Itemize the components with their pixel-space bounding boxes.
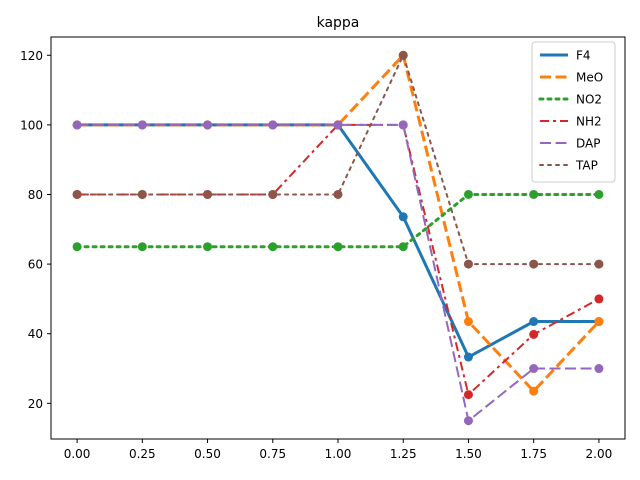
axis-ticks: 0.00 0.25 0.50 0.75 1.00 1.25 1.50 1.75 2.00 20 40… (20, 49, 612, 461)
series-line-no2 (75, 192, 601, 249)
data-point-tap-8 (594, 259, 604, 269)
data-point-dap-6 (463, 416, 473, 426)
x-tick-label: 2.00 (586, 447, 613, 461)
data-point-dap-2 (203, 120, 213, 130)
x-tick-label: 0.75 (259, 447, 286, 461)
data-point-dap-8 (594, 364, 604, 374)
y-tick-label: 100 (20, 118, 43, 132)
data-point-nh2-6 (463, 390, 473, 400)
data-point-tap-2 (203, 189, 213, 199)
y-tick-label: 80 (28, 188, 43, 202)
legend-label-nh2: NH2 (576, 115, 602, 129)
data-point-meo-8 (594, 317, 604, 327)
y-tick-label: 40 (28, 327, 43, 341)
data-point-dap-0 (72, 120, 82, 130)
legend: F4 MeO NO2 NH2 DAP TAP (531, 41, 616, 183)
data-point-no2-1 (137, 242, 147, 252)
data-point-dap-1 (137, 120, 147, 130)
y-tick-label: 20 (28, 397, 43, 411)
x-tick-label: 0.25 (129, 447, 156, 461)
data-point-tap-6 (463, 259, 473, 269)
data-point-meo-7 (529, 386, 539, 396)
legend-label-tap: TAP (575, 159, 598, 173)
x-tick-label: 1.75 (520, 447, 547, 461)
legend-frame (531, 41, 616, 183)
series-line-dap (77, 123, 599, 423)
x-tick-label: 1.00 (325, 447, 352, 461)
data-point-no2-3 (268, 242, 278, 252)
data-point-no2-5 (398, 242, 408, 252)
data-point-dap-7 (529, 364, 539, 374)
data-point-tap-4 (333, 189, 343, 199)
legend-label-meo: MeO (576, 71, 603, 85)
data-point-no2-6 (463, 189, 473, 199)
data-point-meo-6 (463, 317, 473, 327)
data-point-no2-8 (594, 189, 604, 199)
series-line-nh2 (77, 123, 600, 397)
data-point-f4-7 (529, 317, 539, 327)
data-point-no2-2 (203, 242, 213, 252)
legend-label-f4: F4 (576, 49, 591, 63)
legend-label-no2: NO2 (576, 93, 602, 107)
data-point-dap-3 (268, 120, 278, 130)
data-point-f4-5 (398, 212, 408, 222)
data-point-f4-6 (463, 352, 473, 362)
data-point-tap-3 (268, 189, 278, 199)
x-tick-label: 0.50 (194, 447, 221, 461)
chart-title: kappa (317, 15, 360, 31)
data-point-tap-1 (137, 189, 147, 199)
data-point-dap-5 (398, 120, 408, 130)
data-point-no2-7 (529, 189, 539, 199)
y-tick-label: 120 (20, 49, 43, 63)
data-point-no2-4 (333, 242, 343, 252)
data-point-nh2-7 (529, 329, 539, 339)
data-point-nh2-8 (594, 294, 604, 304)
legend-label-dap: DAP (576, 137, 600, 151)
x-tick-label: 0.00 (64, 447, 91, 461)
data-point-tap-5 (398, 50, 408, 60)
x-tick-label: 1.25 (390, 447, 417, 461)
data-point-no2-0 (72, 242, 82, 252)
data-point-tap-7 (529, 259, 539, 269)
x-tick-label: 1.50 (455, 447, 482, 461)
y-tick-label: 60 (28, 258, 43, 272)
data-point-tap-0 (72, 189, 82, 199)
plot-area (72, 50, 604, 426)
data-point-dap-4 (333, 120, 343, 130)
